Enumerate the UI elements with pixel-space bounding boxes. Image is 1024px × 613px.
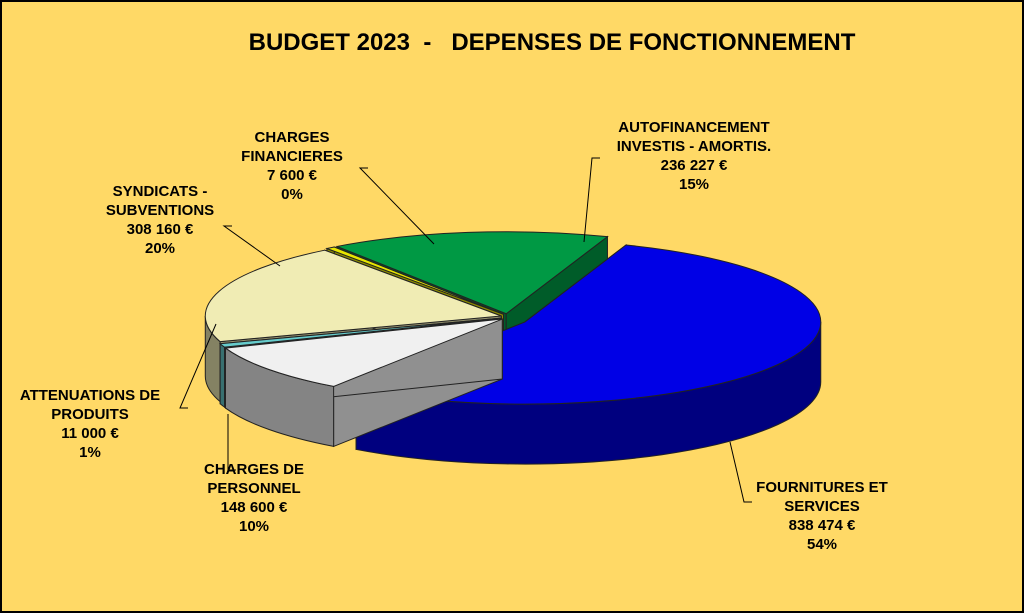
pie-layer bbox=[204, 231, 822, 465]
slice-label-0: FOURNITURES ET SERVICES 838 474 € 54% bbox=[756, 479, 888, 553]
slice-top-3 bbox=[204, 249, 502, 343]
chart-title: BUDGET 2023 - DEPENSES DE FONCTIONNEMENT bbox=[249, 29, 856, 56]
slice-percent: 15% bbox=[679, 176, 709, 193]
leader-layer bbox=[179, 157, 752, 503]
slice-label-5: AUTOFINANCEMENT INVESTIS - AMORTIS. 236 22… bbox=[617, 119, 771, 193]
slice-name-line-1: PRODUITS bbox=[51, 406, 129, 423]
slice-name-line-1: INVESTIS - AMORTIS. bbox=[617, 138, 771, 155]
slice-label-2: ATTENUATIONS DE PRODUITS 11 000 € 1% bbox=[20, 387, 160, 461]
leader-line-4 bbox=[358, 167, 435, 245]
slice-percent: 0% bbox=[281, 186, 303, 203]
leader-line-2 bbox=[179, 323, 217, 409]
leader-line-1 bbox=[227, 414, 236, 471]
slice-edge-2-0 bbox=[219, 342, 226, 409]
slice-top-1 bbox=[224, 318, 503, 387]
leader-line-5 bbox=[583, 157, 600, 243]
slice-name-line-0: AUTOFINANCEMENT bbox=[618, 119, 769, 136]
slice-value: 7 600 € bbox=[267, 167, 318, 184]
slice-value: 236 227 € bbox=[661, 157, 728, 174]
slice-name-line-0: CHARGES DE bbox=[204, 461, 304, 478]
slice-name-line-1: FINANCIERES bbox=[241, 148, 343, 165]
slice-name-line-0: CHARGES bbox=[254, 129, 329, 146]
slice-value: 838 474 € bbox=[789, 517, 856, 534]
leader-line-0 bbox=[729, 441, 752, 503]
slice-percent: 10% bbox=[239, 518, 269, 535]
slice-percent: 1% bbox=[79, 444, 101, 461]
slice-label-3: SYNDICATS - SUBVENTIONS 308 160 € 20% bbox=[106, 183, 214, 257]
slice-value: 148 600 € bbox=[221, 499, 288, 516]
leader-line-3 bbox=[222, 225, 281, 267]
slice-label-4: CHARGES FINANCIERES 7 600 € 0% bbox=[241, 129, 343, 203]
pie-slice-1 bbox=[224, 318, 503, 448]
slice-top-2 bbox=[218, 317, 502, 348]
slice-name-line-1: SUBVENTIONS bbox=[106, 202, 214, 219]
slice-value: 308 160 € bbox=[127, 221, 194, 238]
slice-percent: 20% bbox=[145, 240, 175, 257]
slice-label-1: CHARGES DE PERSONNEL 148 600 € 10% bbox=[204, 461, 304, 535]
slice-name-line-0: FOURNITURES ET bbox=[756, 479, 888, 496]
slice-name-line-0: SYNDICATS - bbox=[113, 183, 208, 200]
slice-top-4 bbox=[325, 246, 504, 315]
slice-name-line-1: SERVICES bbox=[784, 498, 860, 515]
slice-value: 11 000 € bbox=[61, 425, 119, 442]
slice-percent: 54% bbox=[807, 536, 837, 553]
slice-name-line-1: PERSONNEL bbox=[207, 480, 300, 497]
label-layer: FOURNITURES ET SERVICES 838 474 € 54% CHARGE… bbox=[20, 119, 888, 553]
slice-name-line-0: ATTENUATIONS DE bbox=[20, 387, 160, 404]
slice-top-5 bbox=[335, 231, 609, 315]
